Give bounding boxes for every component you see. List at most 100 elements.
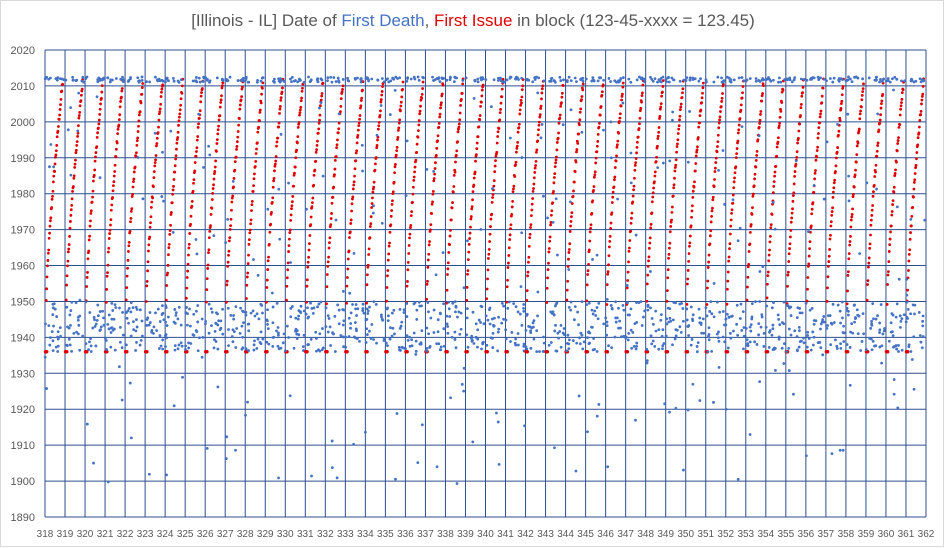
first-issue-point — [351, 187, 355, 191]
first-issue-point — [772, 184, 776, 188]
first-issue-point — [601, 83, 605, 87]
first-issue-point — [408, 236, 411, 240]
first-issue-point — [832, 181, 836, 185]
first-issue-point — [44, 298, 48, 302]
first-death-point — [447, 300, 450, 304]
x-tick-label: 338 — [437, 529, 454, 540]
first-issue-point — [429, 223, 433, 227]
first-issue-point — [625, 350, 630, 354]
first-death-point — [678, 79, 682, 83]
first-death-point — [309, 301, 312, 305]
first-death-point — [76, 315, 80, 319]
first-death-point — [425, 347, 429, 350]
first-death-point — [661, 75, 665, 79]
first-issue-point — [661, 85, 665, 88]
first-issue-point — [259, 101, 263, 105]
first-issue-point — [486, 268, 490, 272]
first-issue-point — [387, 244, 391, 248]
first-death-point — [735, 303, 739, 307]
first-issue-point — [299, 99, 303, 103]
first-death-point — [326, 330, 330, 334]
first-issue-point — [59, 97, 63, 101]
first-death-point — [757, 134, 761, 138]
first-death-point — [164, 320, 168, 324]
first-issue-point — [73, 166, 77, 169]
first-death-point — [45, 75, 49, 79]
first-issue-point — [204, 300, 208, 304]
first-death-point — [822, 315, 826, 318]
first-death-point — [408, 335, 411, 339]
first-issue-point — [813, 177, 817, 181]
first-issue-point — [192, 181, 195, 185]
first-issue-point — [879, 113, 883, 117]
first-issue-point — [561, 84, 565, 87]
first-death-point — [260, 304, 264, 307]
first-death-point — [234, 346, 238, 349]
first-death-point — [705, 314, 709, 318]
first-death-point — [535, 329, 539, 333]
first-death-point — [92, 461, 95, 465]
first-death-point — [56, 350, 60, 353]
first-death-point — [688, 78, 692, 82]
first-death-point — [436, 330, 440, 334]
first-death-point — [460, 382, 464, 386]
first-death-point — [913, 312, 916, 316]
first-issue-point — [690, 215, 693, 219]
first-issue-point — [460, 91, 464, 95]
first-issue-point — [239, 98, 243, 102]
first-death-point — [825, 326, 829, 330]
first-issue-point — [621, 81, 625, 85]
first-issue-point — [448, 234, 452, 238]
x-tick-label: 359 — [858, 529, 875, 540]
first-death-point — [202, 75, 206, 79]
first-death-point — [592, 79, 596, 83]
first-death-point — [45, 387, 49, 390]
first-death-point — [798, 329, 801, 333]
y-tick-label: 1970 — [11, 225, 35, 237]
first-issue-point — [690, 209, 694, 213]
first-issue-point — [675, 150, 678, 154]
first-issue-point — [157, 112, 161, 116]
first-issue-point — [880, 99, 884, 103]
first-death-point — [510, 331, 514, 334]
first-issue-point — [185, 350, 189, 354]
first-death-point — [688, 110, 691, 113]
first-issue-point — [778, 121, 782, 125]
first-issue-point — [585, 350, 590, 354]
first-issue-point — [138, 110, 142, 114]
first-issue-point — [70, 204, 74, 207]
first-issue-point — [830, 213, 834, 217]
first-death-point — [197, 112, 201, 116]
first-death-point — [762, 331, 766, 335]
first-issue-point — [417, 123, 421, 127]
first-death-point — [64, 78, 68, 82]
first-death-point — [360, 143, 364, 147]
first-issue-point — [707, 253, 711, 257]
first-death-point — [65, 344, 69, 347]
first-death-point — [880, 361, 884, 365]
first-issue-point — [801, 91, 805, 95]
first-death-point — [635, 341, 639, 345]
first-death-point — [624, 335, 628, 339]
first-issue-point — [652, 186, 656, 190]
first-issue-point — [735, 152, 739, 156]
first-death-point — [255, 312, 259, 316]
first-death-point — [448, 76, 452, 80]
first-issue-point — [866, 350, 870, 354]
first-death-point — [861, 77, 864, 81]
x-tick-label: 327 — [217, 529, 234, 540]
x-tick-label: 320 — [77, 529, 94, 540]
first-death-point — [502, 317, 505, 321]
first-issue-point — [846, 273, 850, 277]
first-issue-point — [325, 273, 329, 276]
first-issue-point — [225, 350, 229, 354]
first-death-point — [161, 150, 164, 154]
first-death-point — [120, 398, 124, 402]
first-issue-point — [155, 144, 158, 148]
first-death-point — [516, 332, 520, 335]
first-death-point — [98, 310, 102, 313]
first-issue-point — [341, 84, 345, 88]
first-death-point — [782, 300, 786, 304]
first-issue-point — [728, 232, 732, 236]
first-issue-point — [131, 192, 135, 196]
